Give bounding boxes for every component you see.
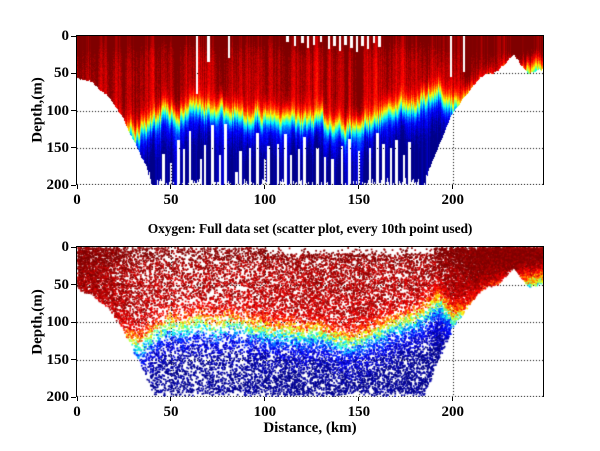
- x-tick-label: 100: [253, 404, 277, 420]
- y-tick-label: 100: [46, 102, 70, 119]
- y-tick-label: 200: [46, 389, 70, 405]
- x-tick-label: 150: [347, 192, 371, 208]
- y-tick-mark: [71, 359, 76, 360]
- y-tick-mark: [71, 321, 76, 323]
- y-tick-label: 100: [46, 314, 70, 330]
- x-tick-mark: [170, 185, 172, 189]
- y-tick-mark: [71, 246, 76, 248]
- x-tick-mark: [358, 185, 360, 189]
- bottom-plot-title: Oxygen: Full data set (scatter plot, eve…: [147, 221, 473, 236]
- x-tick-mark: [452, 397, 454, 401]
- x-tick-label: 0: [73, 192, 81, 208]
- x-tick-mark: [358, 397, 360, 401]
- y-tick-mark: [71, 147, 76, 149]
- y-tick-label: 150: [46, 351, 70, 368]
- y-tick-mark: [71, 35, 76, 37]
- x-tick-label: 200: [441, 404, 465, 420]
- y-tick-label: 150: [46, 139, 70, 156]
- bottom-axes-box: [76, 246, 544, 397]
- y-tick-mark: [71, 184, 76, 186]
- x-tick-label: 0: [73, 404, 81, 420]
- y-tick-label: 50: [54, 276, 69, 293]
- y-tick-label: 200: [46, 177, 70, 193]
- x-tick-label: 150: [347, 404, 371, 420]
- x-tick-mark: [264, 397, 266, 401]
- x-tick-label: 100: [253, 192, 277, 208]
- y-tick-mark: [71, 396, 76, 398]
- y-tick-label: 0: [61, 28, 70, 44]
- oxygen-scatter-canvas: [77, 247, 543, 397]
- y-tick-mark: [71, 284, 76, 285]
- y-tick-label: 0: [61, 239, 70, 255]
- oxygen-section-heatmap-canvas: [77, 36, 543, 185]
- x-tick-mark: [76, 397, 78, 401]
- x-tick-mark: [452, 185, 454, 189]
- x-tick-mark: [76, 185, 78, 189]
- top-axes-box: [76, 35, 544, 185]
- y-tick-mark: [71, 110, 76, 111]
- x-tick-label: 200: [441, 192, 465, 208]
- y-tick-label: 50: [54, 65, 69, 82]
- x-tick-mark: [264, 185, 266, 189]
- x-tick-label: 50: [163, 192, 179, 208]
- x-tick-mark: [170, 397, 172, 401]
- x-axis-label: Distance, (km): [263, 420, 357, 436]
- y-tick-mark: [71, 72, 76, 74]
- x-tick-label: 50: [163, 404, 179, 420]
